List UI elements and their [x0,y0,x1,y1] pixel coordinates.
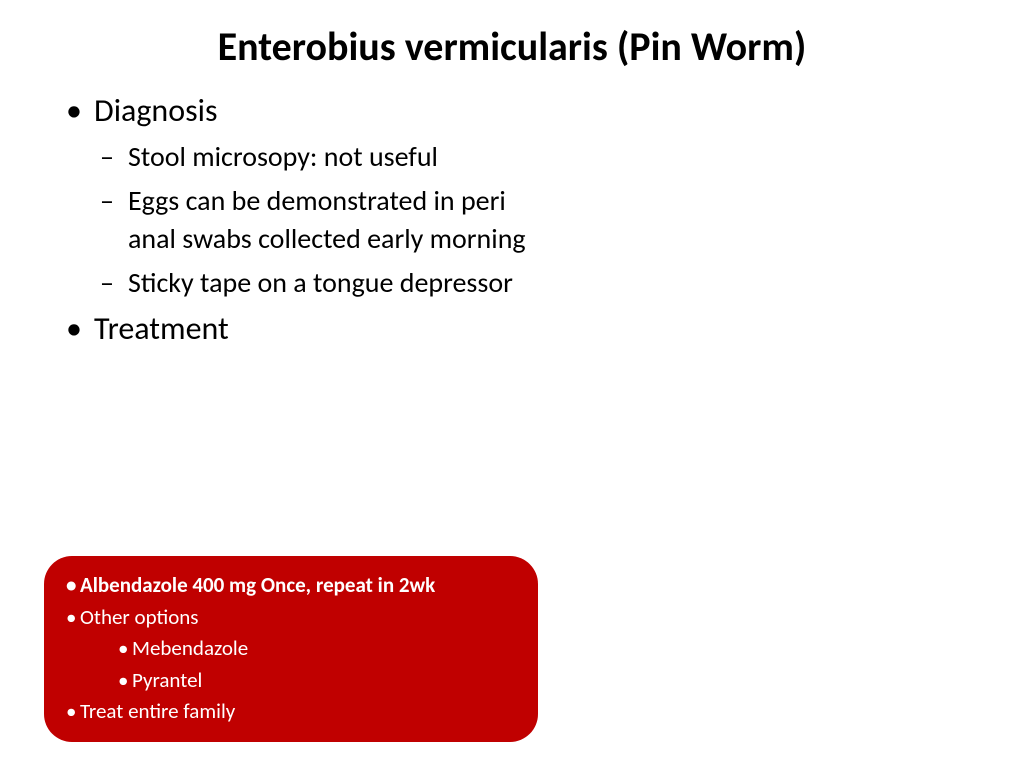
bullet-diagnosis-item: Stool microsopy: not useful [100,138,560,176]
bullet-diagnosis-item: Sticky tape on a tongue depressor [100,264,560,302]
treatment-other-options: Other options [66,602,516,634]
bullet-diagnosis-item: Eggs can be demonstrated in peri anal sw… [100,182,560,258]
treatment-option-item: Pyrantel [118,665,516,697]
slide-title: Enterobius vermicularis (Pin Worm) [0,0,1024,81]
bullet-diagnosis: Diagnosis [66,89,586,132]
treatment-family: Treat entire family [66,696,516,728]
bullet-treatment: Treatment [66,307,586,350]
slide-body: Diagnosis Stool microsopy: not useful Eg… [0,81,1024,351]
treatment-primary: Albendazole 400 mg Once, repeat in 2wk [66,570,516,602]
treatment-option-item: Mebendazole [118,633,516,665]
treatment-callout-box: Albendazole 400 mg Once, repeat in 2wk O… [44,556,538,742]
